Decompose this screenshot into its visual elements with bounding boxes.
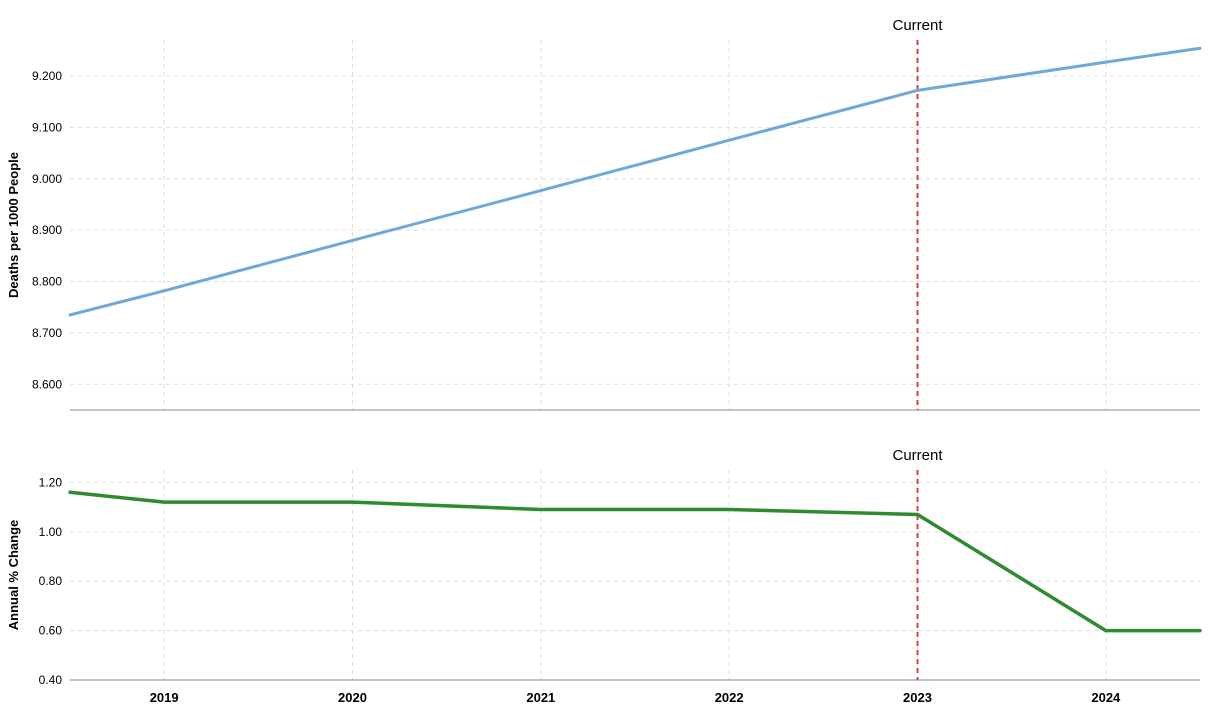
y-tick-label: 1.20 [39,475,63,489]
y-tick-label: 0.60 [39,624,63,638]
y-tick-label: 0.40 [39,673,63,687]
y-tick-label: 9.000 [32,172,62,186]
y-tick-label: 8.600 [32,377,62,391]
x-tick-label: 2021 [526,690,555,705]
series-line [70,48,1200,315]
y-tick-label: 8.900 [32,223,62,237]
series-line [70,492,1200,630]
y-tick-label: 8.800 [32,275,62,289]
y-tick-label: 0.80 [39,574,63,588]
current-marker-label: Current [892,17,943,34]
x-tick-label: 2020 [338,690,367,705]
y-tick-label: 8.700 [32,326,62,340]
x-tick-label: 2022 [715,690,744,705]
y-tick-label: 9.100 [32,120,62,134]
y-tick-label: 1.00 [39,525,63,539]
y-axis-label: Annual % Change [6,520,21,631]
y-axis-label: Deaths per 1000 People [6,152,21,298]
y-tick-label: 9.200 [32,69,62,83]
x-tick-label: 2023 [903,690,932,705]
chart-container: 8.600 8.700 8.800 8.900 9.000 9.100 9.200 Curre… [0,0,1222,723]
current-marker-label: Current [892,447,943,464]
chart-svg: 8.600 8.700 8.800 8.900 9.000 9.100 9.200 Curre… [0,0,1222,723]
x-tick-label: 2024 [1091,690,1121,705]
x-tick-label: 2019 [150,690,179,705]
